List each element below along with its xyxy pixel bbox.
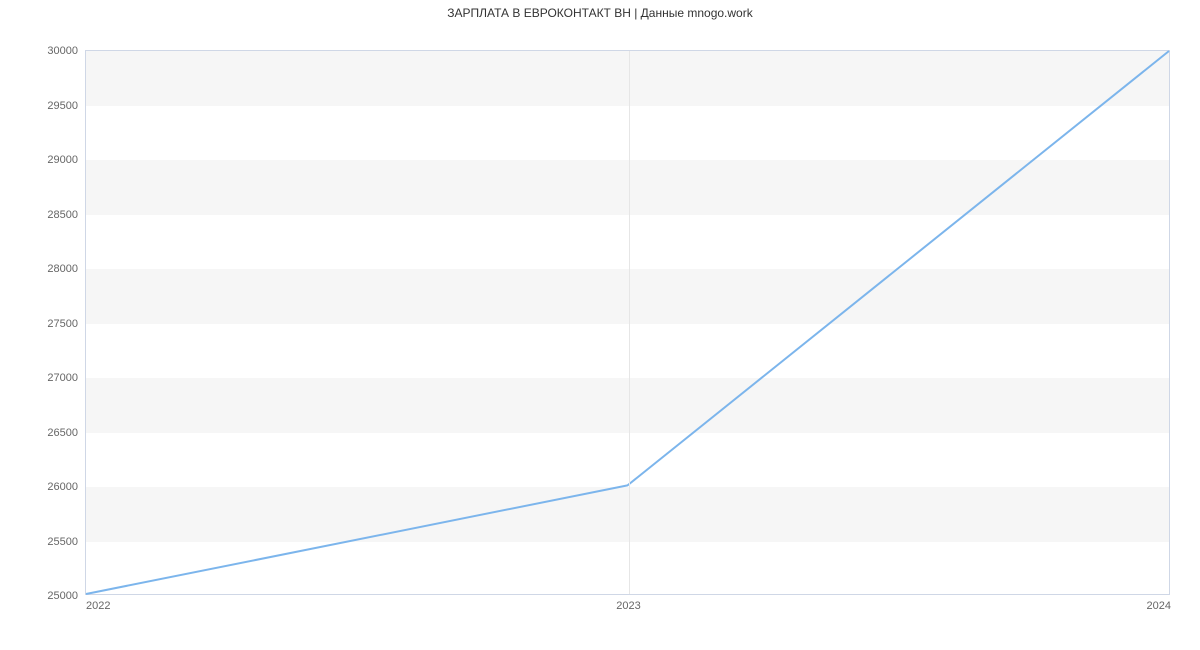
y-tick-label: 26500 [47,427,86,439]
y-tick-label: 29000 [47,154,86,166]
chart-title: ЗАРПЛАТА В ЕВРОКОНТАКТ ВН | Данные mnogo… [0,6,1200,20]
plot-area: 2022202320242500025500260002650027000275… [85,50,1170,595]
x-tick-label: 2022 [86,594,110,612]
y-tick-label: 27500 [47,318,86,330]
salary-line-chart: ЗАРПЛАТА В ЕВРОКОНТАКТ ВН | Данные mnogo… [0,0,1200,650]
y-tick-label: 28000 [47,263,86,275]
y-tick-label: 28500 [47,209,86,221]
y-tick-label: 27000 [47,372,86,384]
y-tick-label: 25000 [47,590,86,602]
x-gridline [629,51,630,594]
series-line [86,51,1169,594]
y-tick-label: 26000 [47,481,86,493]
series-path-salary [86,51,1169,594]
y-tick-label: 29500 [47,100,86,112]
y-tick-label: 30000 [47,45,86,57]
y-tick-label: 25500 [47,536,86,548]
x-tick-label: 2023 [616,594,640,612]
x-tick-label: 2024 [1147,594,1171,612]
